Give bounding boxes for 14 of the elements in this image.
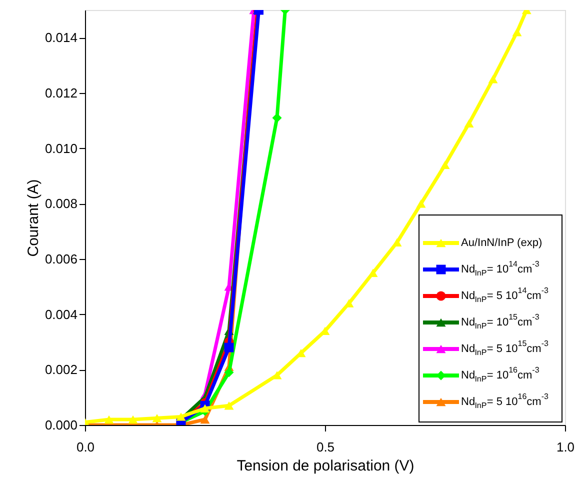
y-tick-label: 0.014 [44, 30, 78, 46]
y-tick-label: 0.008 [44, 196, 78, 212]
x-tick-label: 0.5 [316, 440, 335, 454]
legend-label: Au/InN/InP (exp) [461, 237, 542, 249]
y-tick-label: 0.000 [44, 418, 78, 432]
x-tick-label: 0.0 [76, 440, 95, 454]
x-tick-label: 1.0 [556, 440, 575, 454]
y-axis-title: Courant (A) [24, 179, 42, 257]
y-tick-label: 0.006 [44, 252, 78, 266]
y-tick-label: 0.010 [44, 140, 78, 156]
x-axis-title: Tension de polarisation (V) [236, 458, 414, 474]
y-tick-label: 0.002 [44, 362, 78, 378]
y-tick-label: 0.012 [44, 86, 78, 100]
y-tick-label: 0.004 [44, 306, 78, 322]
